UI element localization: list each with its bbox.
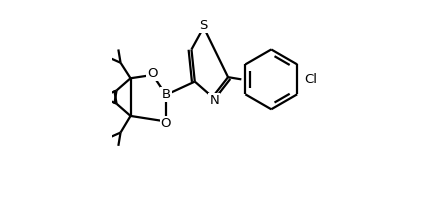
Text: N: N: [210, 94, 219, 107]
Text: O: O: [161, 117, 171, 130]
Text: S: S: [199, 19, 208, 32]
Text: Cl: Cl: [304, 73, 317, 86]
Text: B: B: [162, 88, 170, 101]
Text: O: O: [147, 67, 158, 80]
